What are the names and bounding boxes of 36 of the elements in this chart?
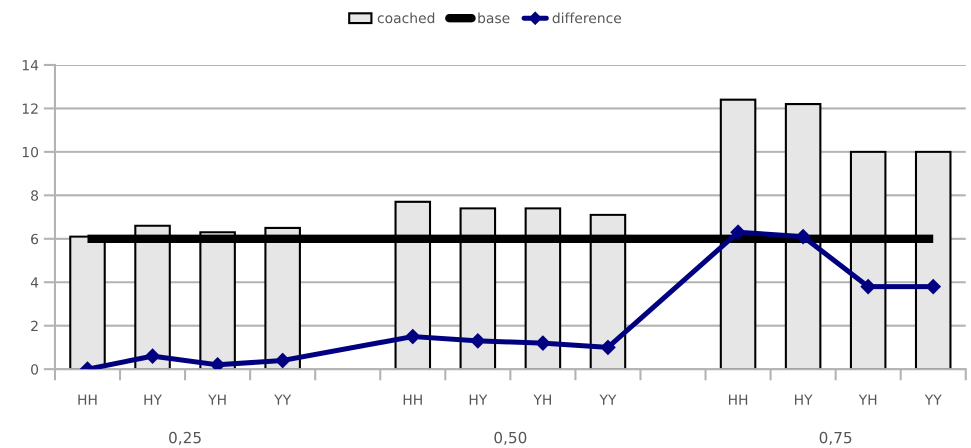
y-tick-label: 0 [31,364,38,375]
text: 0,25 [169,432,201,445]
x-tick-label: HH [78,394,97,405]
y-tick-label: 12 [22,103,38,114]
y-tick-label: 14 [22,60,38,70]
legend-label: coached [378,12,434,24]
x-tick-label: YH [533,394,551,405]
point [405,328,420,344]
y-tick-label: 2 [31,320,38,331]
y-tick-label: 10 [22,146,38,158]
legend-label: difference [552,12,622,24]
x-tick-label: YH [208,394,226,405]
x-tick-label: YY [274,394,292,405]
point [796,229,811,244]
x-tick-label: HY [795,394,813,405]
y-tick-label: 4 [30,277,38,288]
x-tick-label: HY [470,394,488,405]
point [860,279,876,294]
point [600,340,616,355]
point [275,352,290,368]
x-tick-label: YY [599,394,616,405]
point [470,333,486,348]
x-tick-label: HH [728,394,748,405]
y-tick-label: 8 [31,190,38,201]
x-tick-label: YY [924,394,942,405]
y-tick-label: 6 [31,234,38,244]
x-tick-label: YH [858,394,876,405]
point [535,336,550,351]
x-tick-label: HY [144,394,162,405]
text: 0,75 [820,432,852,445]
x-tick-label: HH [404,394,422,405]
point [730,224,746,240]
legend-label: base [478,12,510,24]
text: 0,50 [494,432,526,445]
point [926,279,941,294]
point [144,348,160,364]
